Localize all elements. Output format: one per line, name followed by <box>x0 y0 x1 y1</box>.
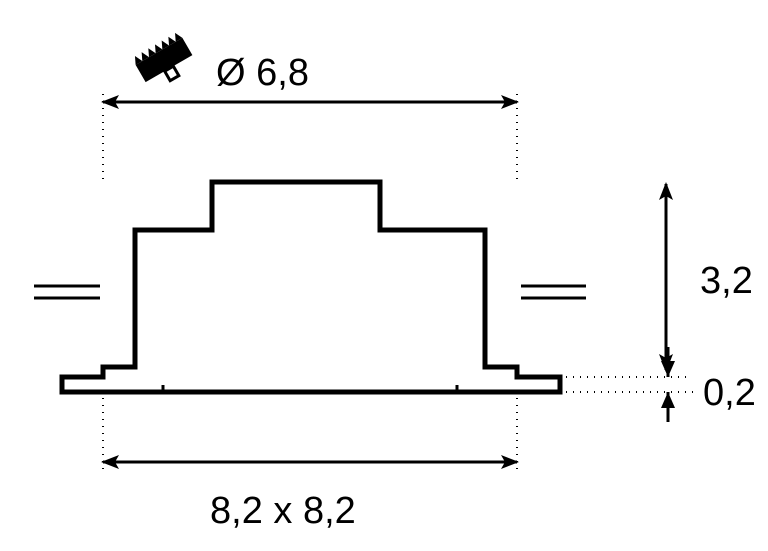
dim-cutout-symbol: Ø <box>216 52 246 94</box>
dim-cutout-label: Ø 6,8 <box>216 52 309 95</box>
dim-footprint-label: 8,2 x 8,2 <box>210 490 356 533</box>
dim-flange-label: 0,2 <box>703 372 756 415</box>
spring-clip-right <box>521 286 586 298</box>
hole-saw-icon <box>132 31 198 92</box>
dim-cutout-value: 6,8 <box>256 52 309 94</box>
product-outline <box>62 182 560 392</box>
spring-clip-left <box>34 286 100 298</box>
dim-height-label: 3,2 <box>700 260 753 303</box>
